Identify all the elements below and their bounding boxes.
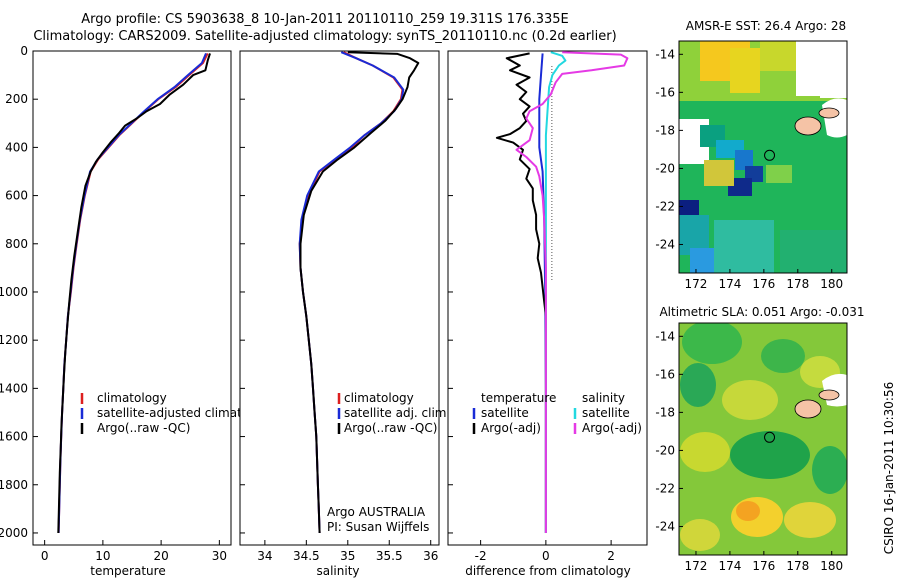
xtick-label: 34.5: [293, 549, 320, 563]
map-ytick-label: -22: [655, 199, 675, 213]
salinity-xlabel: salinity: [316, 564, 359, 578]
xtick-label: 34: [257, 549, 272, 563]
ytick-label: 1000: [0, 285, 28, 299]
legend-label-temp-argo: Argo(-adj): [481, 421, 541, 435]
legend-label-sal-argo: Argo(..raw -QC): [344, 421, 437, 435]
sla-map-panel: Altimetric SLA: 0.051 Argo: -0.031 172 17…: [655, 305, 864, 573]
sla-map-frame: [678, 322, 848, 556]
sst-map-panel: AMSR-E SST: 26.4 Argo: 28: [655, 19, 848, 291]
map-ytick-label: -18: [655, 123, 675, 137]
map-xtick-label: 172: [685, 559, 708, 573]
map-xtick-label: 180: [820, 277, 843, 291]
legend-label-argo: Argo(..raw -QC): [97, 421, 190, 435]
fiji-vanua-levu-sla: [818, 389, 840, 401]
ytick-label: 1200: [0, 333, 28, 347]
ytick-label: 1800: [0, 478, 28, 492]
ytick-label: 400: [5, 140, 28, 154]
legend-label-temp-satellite: satellite: [481, 406, 529, 420]
fiji-vanua-levu-sst: [818, 107, 840, 119]
map-xtick-label: 174: [718, 277, 741, 291]
map-xtick-label: 172: [685, 277, 708, 291]
map-ytick-label: -22: [655, 481, 675, 495]
xtick-label: 36: [423, 549, 438, 563]
temperature-legend: climatology satellite-adjusted climatolo…: [80, 391, 275, 435]
sla-map-title: Altimetric SLA: 0.051 Argo: -0.031: [659, 305, 864, 319]
fiji-main-island-sst: [794, 116, 822, 136]
map-ytick-label: -16: [655, 367, 675, 381]
map-ytick-label: -14: [655, 47, 675, 61]
series-line-salinity-argo-adj-: [515, 51, 629, 533]
sst-map-title: AMSR-E SST: 26.4 Argo: 28: [686, 19, 846, 33]
figure-title-line2: Climatology: CARS2009. Satellite-adjuste…: [33, 29, 617, 44]
temperature-axes-frame: [32, 50, 232, 546]
map-ytick-label: -14: [655, 329, 675, 343]
xtick-label: 20: [153, 549, 168, 563]
difference-axes-frame: [447, 50, 648, 546]
legend-label-satellite-adjusted: satellite-adjusted climatology: [97, 406, 275, 420]
map-ytick-label: -18: [655, 405, 675, 419]
series-line-argo-raw-qc-: [57, 53, 211, 534]
xtick-label: 35: [340, 549, 355, 563]
map-ytick-label: -24: [655, 519, 675, 533]
pi-name-label: PI: Susan Wijffels: [327, 520, 429, 534]
ytick-label: 1400: [0, 381, 28, 395]
ytick-label: 800: [5, 237, 28, 251]
argo-float-marker-sst: [764, 149, 776, 161]
xtick-label: 0: [542, 549, 550, 563]
xtick-label: 2: [607, 549, 615, 563]
legend-header-temperature: temperature: [481, 391, 556, 405]
ytick-label: 600: [5, 189, 28, 203]
temperature-xlabel: temperature: [90, 564, 165, 578]
figure-title-line1: Argo profile: CS 5903638_8 10-Jan-2011 2…: [81, 12, 569, 27]
difference-xlabel: difference from climatology: [465, 564, 631, 578]
map-xtick-label: 178: [786, 559, 809, 573]
difference-legend: temperature salinity satellite Argo(-adj…: [472, 391, 642, 435]
sst-map-frame: [678, 40, 848, 274]
map-xtick-label: 180: [820, 559, 843, 573]
xtick-label: 30: [212, 549, 227, 563]
ytick-label: 1600: [0, 430, 28, 444]
legend-header-salinity: salinity: [582, 391, 625, 405]
map-ytick-label: -24: [655, 237, 675, 251]
map-ytick-label: -20: [655, 443, 675, 457]
fiji-main-island-sla: [794, 399, 822, 419]
legend-label-sal-climatology: climatology: [344, 391, 414, 405]
argo-program-label: Argo AUSTRALIA: [327, 505, 426, 519]
difference-panel: -2 0 2 difference from climatology tempera…: [447, 50, 648, 578]
salinity-panel: 34 34.5 35 35.5 36 salinity climatology sate…: [239, 50, 450, 578]
temperature-panel: 0 10 20 30 0 200 400 600 800 1000 1200 1400 1600 1800…: [0, 44, 275, 578]
legend-label-sal-sat: satellite: [582, 406, 630, 420]
map-ytick-label: -20: [655, 161, 675, 175]
salinity-axes-frame: [239, 50, 440, 546]
map-xtick-label: 176: [752, 277, 775, 291]
map-xtick-label: 174: [718, 559, 741, 573]
legend-label-sal-argo-adj: Argo(-adj): [582, 421, 642, 435]
sla-heatmap: [679, 323, 847, 555]
csiro-timestamp-label: CSIRO 16-Jan-2011 10:30:56: [882, 382, 896, 554]
map-ytick-label: -16: [655, 85, 675, 99]
salinity-legend: climatology satellite adj. clim. Argo(..…: [337, 391, 450, 435]
argo-float-marker-sla: [764, 431, 776, 443]
ytick-label: 200: [5, 92, 28, 106]
xtick-label: 35.5: [376, 549, 403, 563]
ytick-label: 0: [20, 44, 28, 58]
xtick-label: 0: [41, 549, 49, 563]
map-xtick-label: 176: [752, 559, 775, 573]
series-line-argo-raw-qc-: [299, 51, 420, 534]
legend-label-sal-satellite: satellite adj. clim.: [344, 406, 450, 420]
xtick-label: -2: [475, 549, 487, 563]
ytick-label: 2000: [0, 526, 28, 540]
sst-heatmap: [679, 41, 847, 273]
xtick-label: 10: [95, 549, 110, 563]
map-xtick-label: 178: [786, 277, 809, 291]
legend-label-climatology: climatology: [97, 391, 167, 405]
